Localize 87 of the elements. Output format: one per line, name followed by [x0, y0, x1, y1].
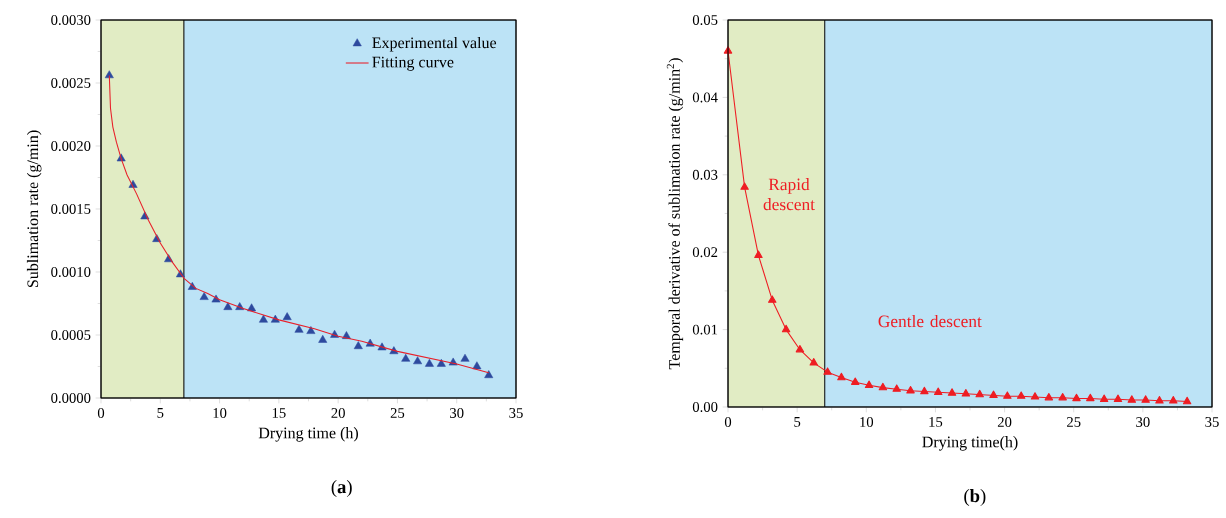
point: [795, 344, 805, 353]
point: [460, 353, 470, 362]
point: [1099, 394, 1109, 402]
point: [1044, 392, 1054, 401]
x-tick-label: 25: [1067, 417, 1081, 427]
x-tick-label: 10: [860, 417, 874, 427]
point: [436, 358, 446, 367]
point: [1072, 393, 1081, 402]
y-tick-label: 0.02: [692, 247, 718, 258]
y-axis-title: Temporal derivative of sublimation rate (g/min$^{2}$): [666, 58, 684, 370]
point: [401, 353, 411, 362]
x-tick-label: 35: [1205, 417, 1219, 427]
legend-label: Fitting curve: [372, 56, 454, 71]
point: [199, 292, 209, 300]
point: [1113, 394, 1123, 402]
point: [306, 326, 316, 334]
point: [353, 341, 363, 350]
point: [1182, 396, 1192, 405]
x-tick-label: 30: [1136, 417, 1150, 427]
point: [864, 380, 874, 388]
point: [781, 324, 791, 333]
x-tick-label: 25: [390, 408, 405, 418]
point: [754, 250, 763, 258]
point: [1155, 396, 1164, 404]
text: (a): [331, 480, 352, 497]
point: [837, 372, 846, 381]
point: [425, 358, 434, 367]
y-tick-label: 0.0010: [51, 267, 91, 277]
point: [809, 358, 818, 366]
point: [294, 324, 304, 333]
point: [892, 384, 901, 392]
point: [740, 182, 749, 190]
point: [318, 334, 328, 343]
x-tick-label: 30: [450, 408, 464, 418]
x-tick-label: 20: [331, 408, 345, 418]
y-tick-label: 0.0015: [51, 204, 91, 214]
point: [823, 367, 832, 375]
y-tick-label: 0.0030: [51, 15, 91, 25]
legend-label: Experimental value: [372, 36, 497, 52]
point: [1016, 391, 1026, 399]
point: [989, 390, 998, 399]
y-tick-label: 0.0000: [51, 393, 91, 403]
point: [975, 389, 984, 398]
y-tick-label: 0.0025: [51, 78, 91, 88]
point: [413, 356, 423, 365]
point: [484, 370, 494, 378]
point: [1058, 392, 1067, 401]
annotation: Gentle descent: [878, 314, 982, 328]
point: [878, 382, 888, 391]
point: [933, 387, 943, 395]
y-tick-label: 0.00: [692, 402, 718, 412]
point: [768, 295, 777, 303]
x-tick-label: 5: [794, 417, 801, 427]
point: [906, 385, 915, 394]
x-tick-label: 0: [97, 408, 105, 418]
point: [961, 389, 971, 397]
y-tick-label: 0.01: [692, 324, 718, 335]
y-tick-label: 0.03: [692, 169, 718, 180]
point: [1127, 395, 1137, 403]
x-tick-label: 0: [724, 417, 732, 427]
point: [1141, 395, 1150, 403]
x-tick-label: 15: [272, 408, 286, 418]
point: [1030, 392, 1040, 400]
point: [104, 70, 114, 79]
point: [920, 386, 929, 395]
y-tick-label: 0.0020: [51, 141, 91, 151]
x-axis-title: Drying time(h): [922, 436, 1018, 451]
x-axis-title: Drying time (h): [258, 427, 358, 442]
point: [1003, 391, 1012, 399]
text: (b): [964, 489, 986, 506]
y-axis-title: Sublimation rate (g/min): [26, 130, 42, 288]
point: [851, 377, 860, 385]
point: [282, 312, 292, 321]
point: [223, 302, 233, 310]
x-tick-label: 15: [929, 417, 943, 427]
x-tick-label: 5: [157, 408, 164, 418]
point: [259, 314, 268, 323]
x-tick-label: 20: [997, 417, 1012, 427]
point: [1169, 396, 1178, 404]
point: [947, 388, 957, 396]
y-tick-label: 0.05: [692, 15, 718, 25]
x-tick-label: 35: [509, 408, 523, 418]
point: [1086, 393, 1095, 402]
x-tick-label: 10: [213, 408, 227, 418]
y-tick-label: 0.0005: [51, 330, 91, 340]
annotation: Rapid descent: [763, 178, 815, 211]
y-tick-label: 0.04: [692, 92, 718, 103]
